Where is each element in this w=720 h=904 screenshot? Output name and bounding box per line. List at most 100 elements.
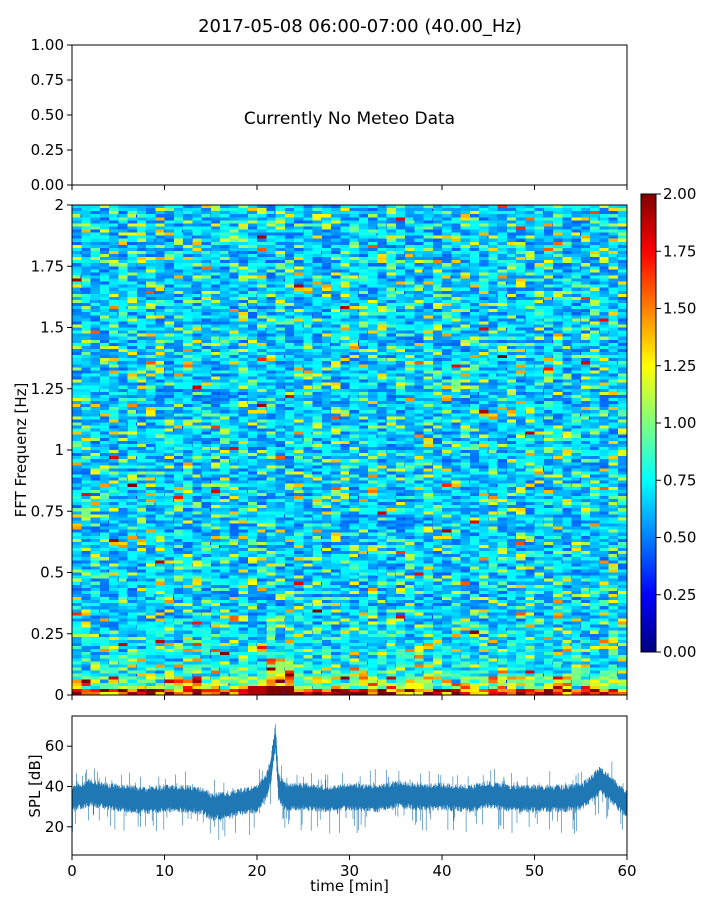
spectrogram-cell xyxy=(581,346,590,349)
spectrogram-cell xyxy=(396,361,406,364)
spectrogram-cell xyxy=(618,340,627,343)
spectrogram-cell xyxy=(488,450,496,453)
spectrogram-cell xyxy=(387,343,397,346)
spectrogram-cell xyxy=(525,321,535,324)
spectrogram-cell xyxy=(100,361,109,364)
spectrogram-cell xyxy=(313,413,324,416)
spectrogram-cell xyxy=(488,269,499,272)
spectrogram-cell xyxy=(498,328,507,331)
spectrogram-cell xyxy=(609,429,619,432)
spectrogram-cell xyxy=(313,386,322,389)
spectrogram-cell xyxy=(525,318,535,321)
spectrogram-cell xyxy=(248,447,258,450)
spectrogram-cell xyxy=(609,211,618,214)
spectrogram-cell xyxy=(544,367,553,370)
spectrogram-cell xyxy=(91,208,101,211)
spectrogram-cell xyxy=(100,315,110,318)
spectrogram-cell xyxy=(350,435,361,438)
spectrogram-cell xyxy=(229,282,238,285)
spectrogram-cell xyxy=(220,377,230,380)
spectrogram-cell xyxy=(433,389,444,392)
spectrogram-cell xyxy=(202,370,211,373)
spectrogram-cell xyxy=(303,318,313,321)
spectrogram-cell xyxy=(118,392,126,395)
spectrogram-cell xyxy=(599,404,608,407)
spectrogram-cell xyxy=(109,223,118,226)
spectrogram-cell xyxy=(350,453,359,456)
spectrogram-cell xyxy=(618,422,627,425)
spectrogram-cell xyxy=(609,361,618,364)
spectrogram-cell xyxy=(451,416,460,419)
spectrogram-cell xyxy=(442,456,452,459)
spectrogram-cell xyxy=(488,355,499,358)
spectrogram-cell xyxy=(535,214,544,217)
spectrogram-cell xyxy=(488,395,498,398)
spectrogram-cell xyxy=(91,300,99,303)
spectrogram-cell xyxy=(377,416,388,419)
spectrogram-cell xyxy=(516,453,527,456)
spectrogram-cell xyxy=(516,404,526,407)
spectrogram-cell xyxy=(109,435,119,438)
spectrogram-cell xyxy=(165,389,176,392)
spectrogram-cell xyxy=(414,432,425,435)
spectrogram-cell xyxy=(618,337,627,340)
spectrogram-cell xyxy=(303,377,314,380)
spectrogram-cell xyxy=(294,288,304,291)
spectrogram-cell xyxy=(618,205,627,208)
spectrogram-cell xyxy=(220,245,230,248)
spectrogram-cell xyxy=(479,334,487,337)
spectrogram-cell xyxy=(507,297,516,300)
spectrogram-cell xyxy=(322,361,330,364)
spectrogram-cell xyxy=(572,334,581,337)
spectrogram-cell xyxy=(414,248,425,251)
spectrogram-cell xyxy=(618,331,627,334)
spectrogram-cell xyxy=(599,398,608,401)
spectrogram-cell xyxy=(618,346,627,349)
spectrogram-cell xyxy=(137,260,147,263)
spectrogram-cell xyxy=(377,226,386,229)
spectrogram-cell xyxy=(618,395,627,398)
spectrogram-cell xyxy=(572,456,581,459)
spectrogram-cell xyxy=(331,254,341,257)
spectrogram-cell xyxy=(424,337,434,340)
spectrogram-cell xyxy=(609,217,618,220)
spectrogram-cell xyxy=(424,416,434,419)
spectrogram-cell xyxy=(331,438,340,441)
spectrogram-cell xyxy=(618,444,627,447)
spectrogram-cell xyxy=(618,389,627,392)
spectrogram-cell xyxy=(350,294,359,297)
spectrogram-cell xyxy=(128,380,139,383)
spectrogram-cell xyxy=(368,251,378,254)
spectrogram-cell xyxy=(257,328,266,331)
spectrogram-cell xyxy=(322,309,332,312)
spectrogram-cell xyxy=(535,300,544,303)
spectrogram-cell xyxy=(220,358,230,361)
spectrogram-cell xyxy=(387,364,397,367)
spectrogram-cell xyxy=(276,251,286,254)
spectrogram-cell xyxy=(405,340,416,343)
spectrogram-cell xyxy=(211,251,221,254)
spectrogram-cell xyxy=(220,426,229,429)
spectrogram-cell xyxy=(461,334,470,337)
spectrogram-cell xyxy=(618,361,627,364)
spectrogram-cell xyxy=(220,413,231,416)
spectrogram-cell xyxy=(479,410,488,413)
spectrogram-cell xyxy=(618,236,627,239)
spectrogram-cell xyxy=(266,321,276,324)
spectrogram-cell xyxy=(137,438,146,441)
spectrogram-cell xyxy=(192,208,201,211)
spectrogram-cell xyxy=(331,309,340,312)
spectrogram-cell xyxy=(377,340,387,343)
spectrogram-cell xyxy=(368,291,379,294)
spectrogram-cell xyxy=(294,364,303,367)
spectrogram-cell xyxy=(285,441,295,444)
spectrogram-cell xyxy=(544,230,554,233)
spectrogram-cell xyxy=(498,450,506,453)
spectrogram-cell xyxy=(544,355,553,358)
spectrogram-cell xyxy=(72,251,81,254)
spectrogram-cell xyxy=(220,300,230,303)
spectrogram-cell xyxy=(340,373,350,376)
spectrogram-cell xyxy=(266,285,276,288)
spectrogram-cell xyxy=(239,303,248,306)
spectrogram-cell xyxy=(100,205,111,208)
